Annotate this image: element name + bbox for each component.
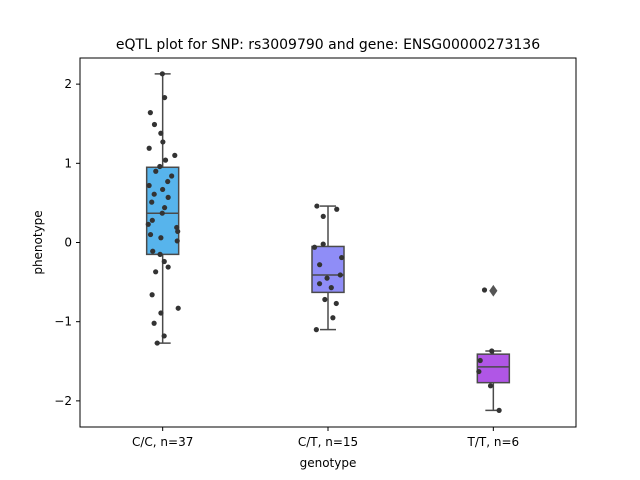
data-point [161,258,167,265]
data-point [149,217,155,223]
data-point [489,348,495,354]
data-point [147,110,153,116]
x-axis-title: genotype [300,456,357,470]
data-point [145,221,151,227]
y-tick-label: −2 [54,394,72,408]
data-point [159,210,165,216]
data-point [158,130,164,136]
genotype-group [476,284,511,413]
data-point [160,139,166,145]
data-point [151,320,157,326]
data-point [172,152,178,158]
data-point [158,310,164,316]
genotype-group [311,203,345,333]
data-point [481,287,488,293]
data-point [328,285,334,291]
data-point [169,173,175,179]
data-point [161,333,167,339]
data-point [165,178,171,185]
data-point [157,251,163,257]
data-point [334,206,340,212]
y-tick-label: −1 [54,315,72,329]
x-tick-label: C/T, n=15 [298,435,358,449]
outlier-marker [489,284,498,297]
y-tick-label: 1 [64,156,72,170]
genotype-group [145,71,181,346]
x-tick-label: C/C, n=37 [132,435,193,449]
data-point [477,357,483,364]
data-point [151,121,158,128]
data-point [313,327,319,333]
data-point [174,238,180,244]
data-point [158,235,164,241]
iqr-box [476,353,511,384]
data-point [162,157,169,163]
data-point [162,94,168,101]
data-point [149,199,155,205]
data-point [175,305,181,311]
data-point [476,368,482,375]
data-point [333,300,339,307]
data-point [146,182,152,189]
data-point [150,248,156,254]
data-point [154,340,160,346]
data-point [153,168,159,174]
x-tick-label: T/T, n=6 [467,435,520,449]
data-point [330,315,336,321]
data-point [316,281,323,287]
data-point [153,269,159,275]
y-axis-title: phenotype [31,210,45,274]
data-point [320,241,326,247]
chart-title: eQTL plot for SNP: rs3009790 and gene: E… [116,37,540,53]
data-point [157,163,163,170]
data-point [324,275,330,281]
data-point [320,213,326,219]
data-point [161,205,168,211]
data-point [322,296,328,303]
data-point [314,203,320,209]
data-point [147,231,154,238]
data-point [496,407,502,413]
data-point [146,145,152,151]
data-point [151,191,157,197]
data-point [317,262,323,268]
data-point [159,71,165,77]
data-point [337,272,343,278]
data-point [311,244,318,250]
data-point [174,224,180,231]
data-point [165,194,171,200]
y-tick-label: 2 [64,77,72,91]
data-point [149,292,155,298]
data-point [160,186,166,193]
data-point [339,254,345,261]
y-tick-label: 0 [64,236,72,250]
data-point [165,264,171,270]
iqr-box [311,245,345,294]
data-point [175,228,181,235]
data-point [487,383,494,389]
